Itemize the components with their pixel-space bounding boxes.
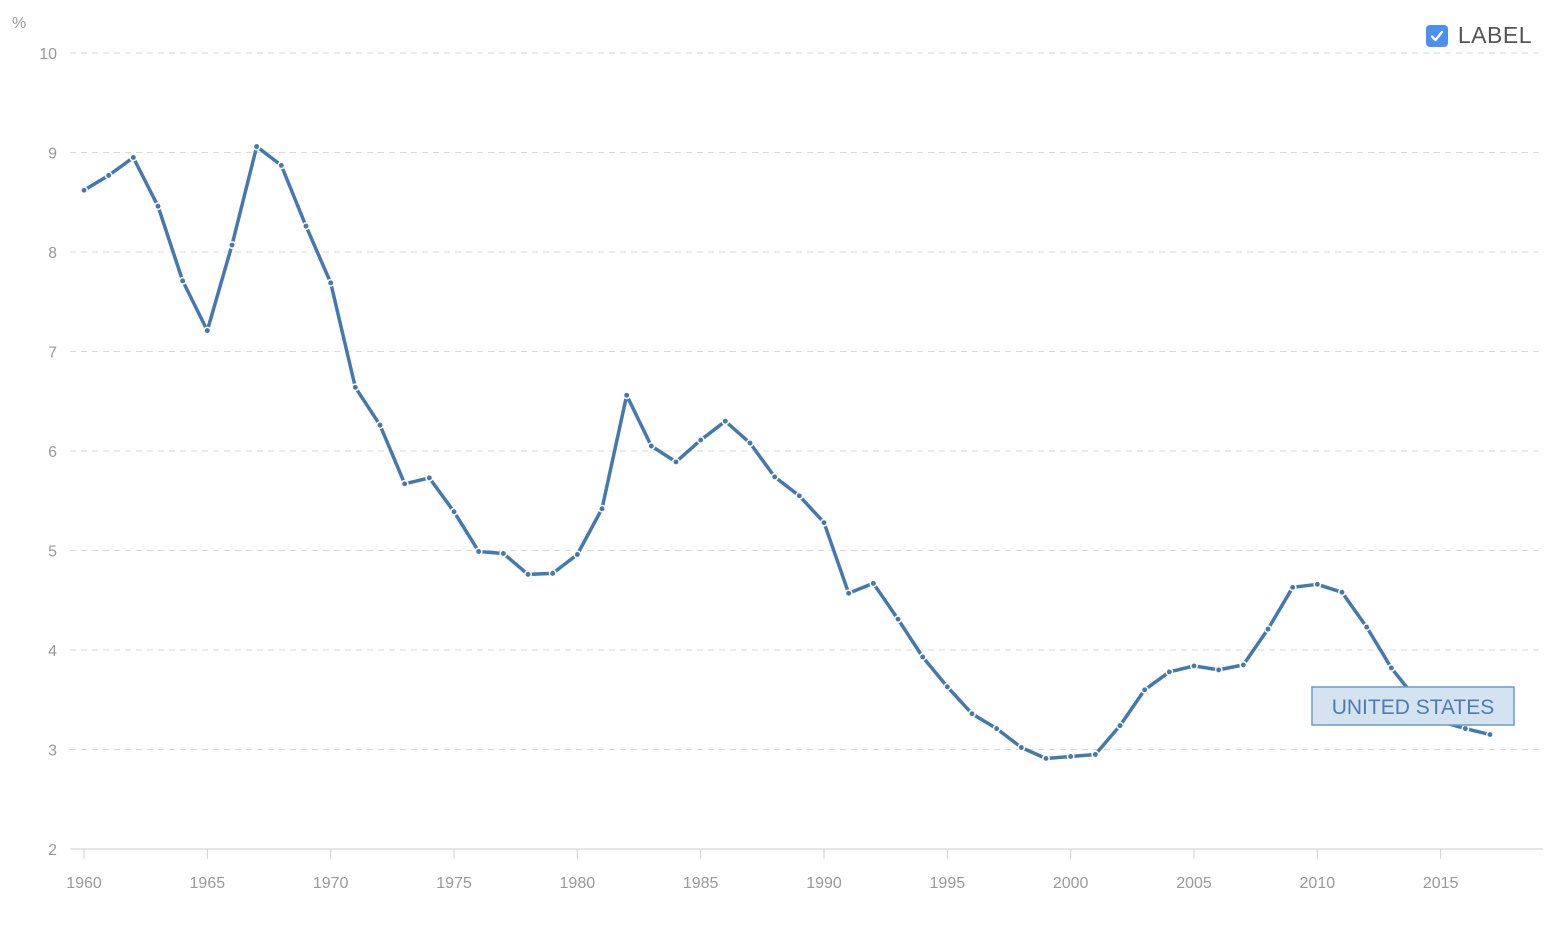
data-point-2016 [1461, 724, 1470, 733]
x-tick-label-1965: 1965 [190, 875, 226, 892]
y-tick-label-8: 8 [48, 245, 57, 262]
data-point-1998 [1017, 743, 1026, 752]
y-tick-label-3: 3 [48, 743, 57, 760]
data-point-1985 [696, 436, 705, 445]
data-point-2011 [1338, 588, 1346, 597]
data-point-2010 [1313, 580, 1322, 589]
data-point-2005 [1190, 661, 1198, 670]
checkmark-icon [1430, 30, 1444, 41]
data-point-1965 [203, 326, 212, 335]
data-point-2001 [1091, 750, 1100, 759]
y-tick-label-5: 5 [48, 544, 57, 561]
series-label: UNITED STATES [1311, 686, 1515, 726]
data-point-1983 [647, 442, 656, 450]
series-united-states[interactable] [80, 142, 1494, 763]
data-point-1980 [573, 550, 582, 559]
data-point-2013 [1387, 663, 1396, 672]
data-point-1972 [376, 421, 384, 430]
data-point-1984 [672, 457, 680, 466]
x-tick-label-2005: 2005 [1176, 875, 1212, 892]
data-point-2006 [1214, 665, 1223, 674]
y-tick-label-6: 6 [48, 444, 57, 461]
x-tick-label-1980: 1980 [560, 875, 596, 892]
data-point-2004 [1165, 667, 1174, 676]
data-point-1969 [302, 222, 310, 231]
data-point-1987 [746, 439, 754, 447]
data-point-1962 [129, 153, 138, 162]
data-point-1994 [918, 653, 927, 661]
y-tick-label-2: 2 [48, 842, 57, 859]
data-point-2002 [1116, 721, 1124, 730]
y-tick-label-4: 4 [48, 643, 57, 660]
x-tick-label-1970: 1970 [313, 875, 349, 892]
y-axis: 2 3 4 5 6 7 8 9 10 [39, 46, 57, 859]
x-tick-label-1990: 1990 [806, 875, 842, 892]
data-point-1981 [598, 504, 606, 513]
data-point-1963 [154, 202, 162, 211]
x-axis: 1960 1965 1970 1975 1980 1985 1990 1995 2000 2005… [66, 848, 1543, 892]
legend-toggle[interactable]: LABEL [1425, 22, 1532, 49]
data-point-1966 [228, 241, 236, 249]
data-point-2008 [1264, 625, 1272, 634]
gridlines [70, 52, 1543, 750]
data-point-1986 [721, 417, 730, 426]
x-tick-label-1995: 1995 [930, 875, 966, 892]
x-tick-label-1960: 1960 [66, 875, 102, 892]
legend-label: LABEL [1457, 22, 1532, 48]
data-point-1997 [992, 724, 1001, 733]
series-label-text: UNITED STATES [1332, 696, 1495, 719]
y-tick-label-10: 10 [39, 46, 57, 63]
data-point-1990 [820, 518, 828, 527]
y-axis-unit-label: % [12, 15, 26, 32]
data-point-1973 [400, 479, 409, 488]
series-line-0 [82, 144, 1492, 761]
data-point-1991 [844, 589, 853, 598]
data-point-1988 [770, 472, 779, 481]
data-point-1989 [795, 491, 804, 500]
data-point-1996 [968, 709, 976, 718]
data-point-1999 [1042, 754, 1050, 763]
data-point-2000 [1066, 752, 1075, 761]
x-tick-label-2000: 2000 [1053, 875, 1089, 892]
data-point-2009 [1288, 583, 1297, 592]
y-tick-label-7: 7 [48, 345, 57, 362]
data-point-1979 [548, 569, 557, 578]
data-point-1961 [104, 171, 113, 180]
data-point-1975 [450, 507, 458, 516]
data-point-1971 [351, 383, 360, 392]
y-tick-label-9: 9 [48, 146, 57, 163]
series-label-box [1311, 686, 1515, 726]
data-point-1995 [943, 682, 952, 691]
data-point-1974 [425, 473, 434, 482]
data-point-1993 [894, 615, 902, 624]
data-point-1992 [869, 579, 878, 588]
data-point-1982 [622, 391, 631, 400]
data-point-1968 [277, 161, 286, 170]
x-tick-label-1975: 1975 [436, 875, 472, 892]
data-point-2017 [1486, 730, 1494, 739]
legend-checkbox[interactable] [1425, 24, 1448, 47]
data-point-1977 [499, 549, 508, 558]
data-point-1970 [326, 278, 335, 287]
data-point-1964 [178, 276, 187, 285]
data-point-2007 [1239, 660, 1248, 669]
data-point-2003 [1140, 685, 1149, 694]
x-tick-label-2015: 2015 [1423, 875, 1459, 892]
data-point-1978 [524, 570, 532, 579]
x-tick-label-1985: 1985 [683, 875, 719, 892]
data-point-1960 [80, 186, 88, 195]
data-point-1967 [252, 142, 261, 151]
data-point-1976 [474, 547, 483, 556]
data-point-2012 [1362, 623, 1371, 632]
x-tick-label-2010: 2010 [1300, 875, 1336, 892]
